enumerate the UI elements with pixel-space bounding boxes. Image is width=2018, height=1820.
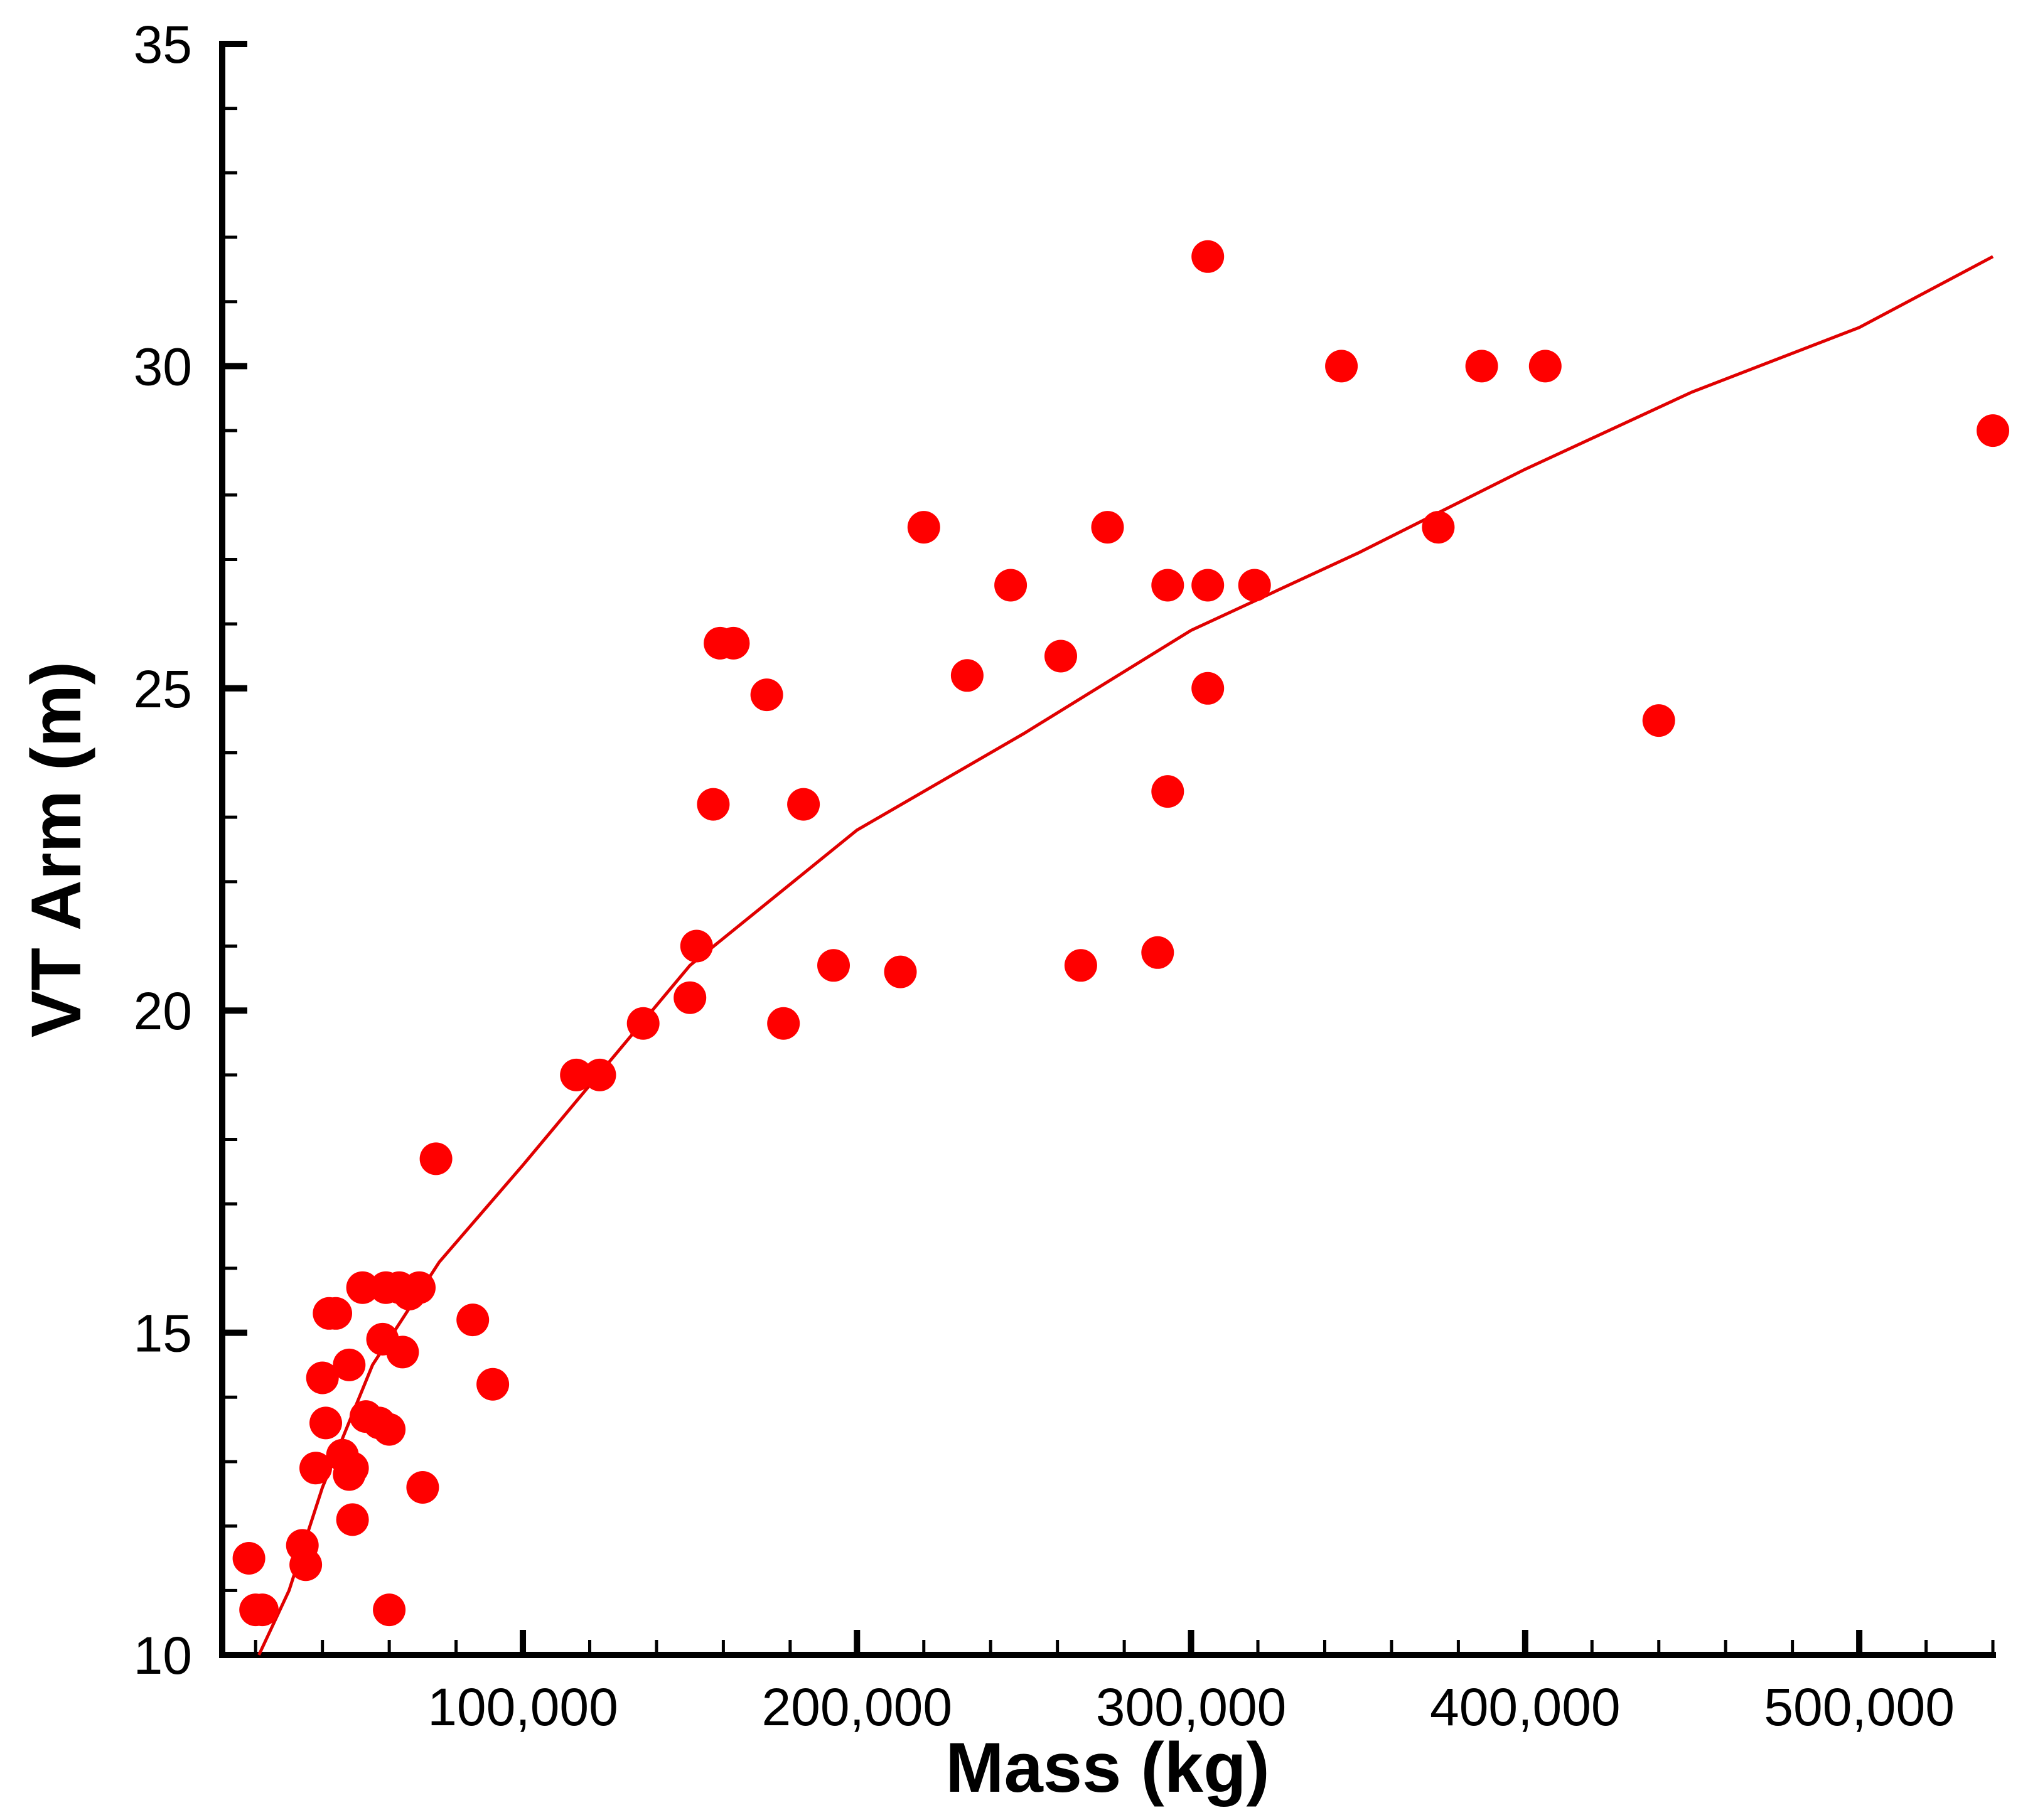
data-point <box>950 659 984 692</box>
x-axis-title: Mass (kg) <box>945 1728 1270 1807</box>
data-point <box>560 1058 593 1091</box>
data-point <box>232 1542 266 1575</box>
data-point <box>626 1007 660 1040</box>
data-point <box>1091 511 1124 544</box>
data-point <box>1422 511 1455 544</box>
y-tick-label: 20 <box>134 982 192 1041</box>
data-point <box>419 1142 453 1175</box>
data-point <box>476 1368 510 1401</box>
y-tick-label: 30 <box>134 337 192 396</box>
y-tick-label: 35 <box>134 15 192 74</box>
data-point <box>1191 672 1225 705</box>
fit-curve <box>257 255 1994 1656</box>
data-point <box>787 788 820 821</box>
data-point <box>1325 350 1358 383</box>
data-point <box>336 1503 369 1536</box>
x-tick-label: 400,000 <box>1430 1678 1621 1737</box>
y-tick-label: 15 <box>134 1304 192 1363</box>
data-point <box>884 955 917 988</box>
data-point <box>697 788 730 821</box>
data-point <box>1044 640 1077 673</box>
data-point <box>386 1336 419 1369</box>
tick-labels-group: 10 15 20 25 30 35 100,000 200,000 300,000 400,000… <box>134 15 1955 1737</box>
data-point <box>1465 350 1498 383</box>
data-point <box>717 626 750 660</box>
data-point <box>319 1297 352 1330</box>
data-point <box>373 1413 406 1446</box>
data-point <box>1151 775 1184 808</box>
y-tick-label: 25 <box>134 660 192 719</box>
data-point <box>403 1271 436 1304</box>
data-point <box>373 1593 406 1627</box>
data-point <box>406 1471 439 1504</box>
data-point <box>306 1361 339 1394</box>
data-point <box>674 981 707 1014</box>
data-point <box>456 1303 490 1337</box>
data-point <box>1151 569 1184 602</box>
data-point <box>583 1058 616 1091</box>
data-point <box>1191 569 1225 602</box>
x-tick-label: 500,000 <box>1764 1678 1955 1737</box>
data-point <box>1238 569 1271 602</box>
data-point <box>680 929 713 963</box>
data-point <box>1528 350 1562 383</box>
data-point <box>1064 949 1097 982</box>
axes-group <box>219 41 1996 1658</box>
data-point <box>767 1007 800 1040</box>
data-point <box>1977 414 2009 447</box>
data-point <box>336 1452 369 1485</box>
data-point <box>245 1593 279 1627</box>
x-tick-label: 200,000 <box>761 1678 952 1737</box>
data-point <box>817 949 850 982</box>
ticks-group <box>222 41 1995 1658</box>
data-point <box>309 1406 342 1440</box>
y-axis-title: VT Arm (m) <box>17 661 95 1037</box>
data-point <box>750 678 783 712</box>
y-tick-label: 10 <box>134 1626 192 1685</box>
fit-line-group <box>257 255 1994 1656</box>
data-point <box>994 569 1028 602</box>
data-point <box>299 1452 332 1485</box>
data-point <box>1141 936 1174 969</box>
x-tick-label: 100,000 <box>427 1678 618 1737</box>
x-tick-label: 300,000 <box>1096 1678 1287 1737</box>
data-points-group <box>232 240 2009 1627</box>
data-point <box>1642 704 1675 737</box>
data-point <box>907 511 940 544</box>
data-point <box>333 1348 366 1381</box>
data-point <box>346 1271 379 1304</box>
data-point <box>289 1548 323 1582</box>
data-point <box>1191 240 1225 273</box>
